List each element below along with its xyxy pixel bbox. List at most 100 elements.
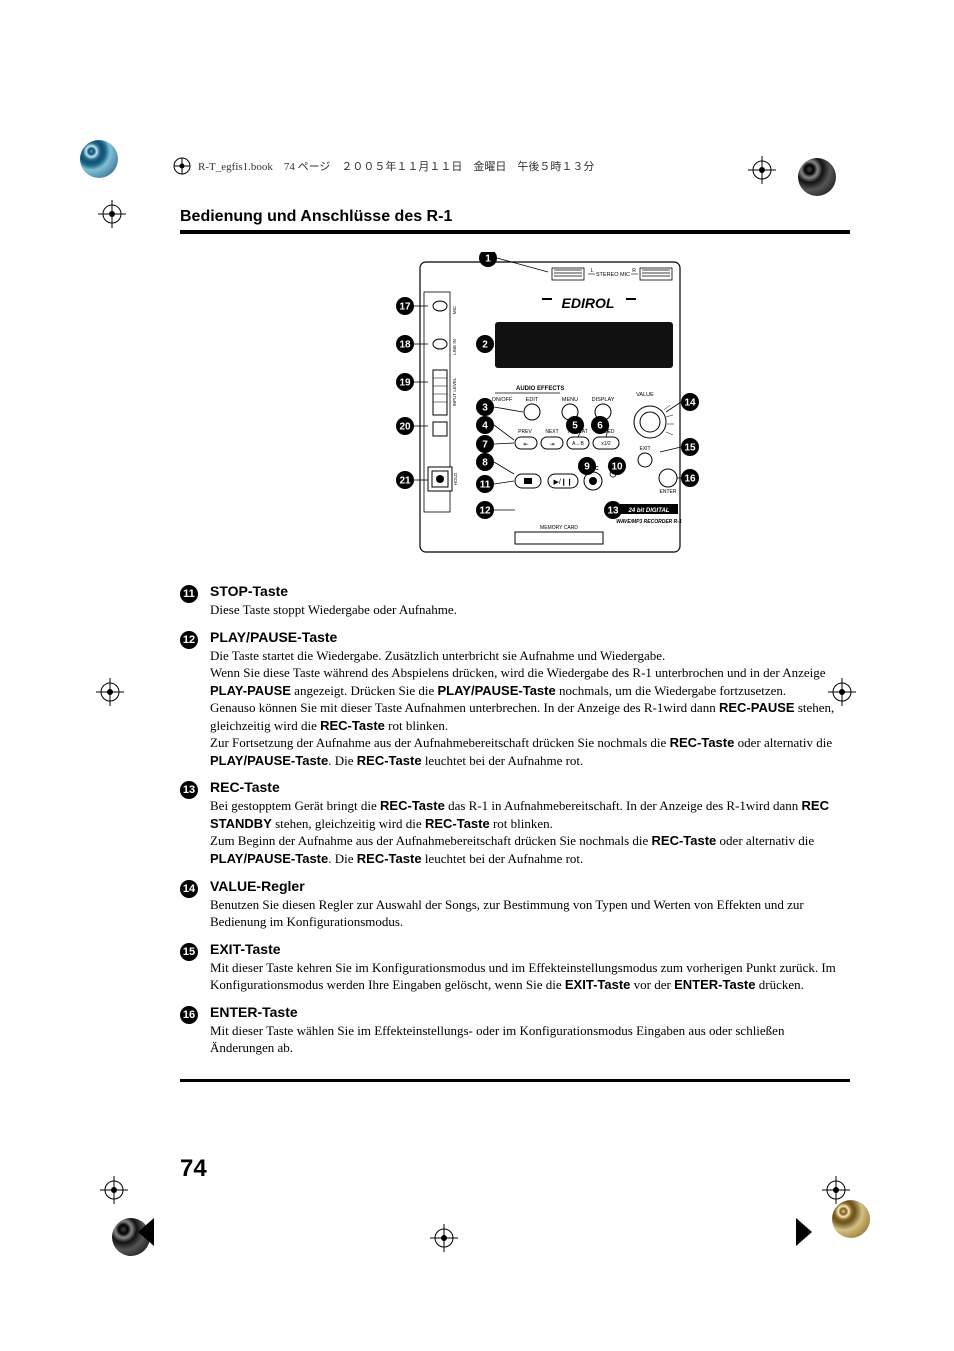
footer-rule <box>180 1079 850 1082</box>
section-title: Bedienung und Anschlüsse des R-1 <box>180 208 850 226</box>
bookinfo-line: R-T_egfis1.book 74 ページ ２００５年１１月１１日 金曜日 午… <box>172 156 850 176</box>
item-body: ENTER-Taste Mit dieser Taste wählen Sie i… <box>210 1004 850 1057</box>
item-badge: 11 <box>180 583 202 619</box>
callout-3: 3 <box>482 403 488 414</box>
svg-text:HOLD: HOLD <box>453 472 458 485</box>
lbl-badge1: 24 bit DIGITAL <box>628 508 670 514</box>
registration-bottom <box>430 1224 458 1252</box>
item-title: VALUE-Regler <box>210 878 850 894</box>
callout-8: 8 <box>482 458 488 469</box>
item-paragraph: Genauso können Sie mit dieser Taste Aufn… <box>210 699 850 734</box>
callout-4: 4 <box>482 421 488 432</box>
item-number: 12 <box>180 631 198 649</box>
item-title: STOP-Taste <box>210 583 850 599</box>
page-arrow-right <box>796 1218 812 1246</box>
item-badge: 15 <box>180 941 202 994</box>
item-paragraph: Zum Beginn der Aufnahme aus der Aufnahme… <box>210 832 850 867</box>
item-title: PLAY/PAUSE-Taste <box>210 629 850 645</box>
item-14: 14 VALUE-Regler Benutzen Sie diesen Regler… <box>180 878 850 931</box>
callout-6: 6 <box>597 421 603 432</box>
item-badge: 14 <box>180 878 202 931</box>
brand-text: EDIROL <box>562 295 615 311</box>
item-number: 14 <box>180 880 198 898</box>
callout-15: 15 <box>684 443 696 454</box>
lbl-enter: ENTER <box>660 489 677 495</box>
item-16: 16 ENTER-Taste Mit dieser Taste wählen Sie… <box>180 1004 850 1057</box>
item-number: 13 <box>180 781 198 799</box>
svg-text:⇥: ⇥ <box>549 442 554 448</box>
item-paragraph: Mit dieser Taste wählen Sie im Effektein… <box>210 1022 850 1057</box>
page-content: R-T_egfis1.book 74 ページ ２００５年１１月１１日 金曜日 午… <box>180 156 850 1082</box>
registration-right-2 <box>822 1176 850 1204</box>
lbl-display: DISPLAY <box>592 397 615 403</box>
page-number: 74 <box>180 1155 207 1183</box>
callout-5: 5 <box>572 421 578 432</box>
item-body: REC-Taste Bei gestopptem Gerät bringt die… <box>210 779 850 867</box>
lbl-memcard: MEMORY CARD <box>540 525 578 531</box>
bookinfo-text: R-T_egfis1.book 74 ページ ２００５年１１月１１日 金曜日 午… <box>198 158 594 174</box>
item-paragraph: Wenn Sie diese Taste während des Abspiel… <box>210 664 850 699</box>
callout-7: 7 <box>482 440 488 451</box>
callout-13: 13 <box>607 506 619 517</box>
item-15: 15 EXIT-Taste Mit dieser Taste kehren Sie … <box>180 941 850 994</box>
callout-17: 17 <box>399 302 411 313</box>
items-list: 11 STOP-Taste Diese Taste stoppt Wiedergab… <box>180 583 850 1057</box>
item-title: ENTER-Taste <box>210 1004 850 1020</box>
item-body: VALUE-Regler Benutzen Sie diesen Regler z… <box>210 878 850 931</box>
registration-left-2 <box>100 1176 128 1204</box>
title-rule <box>180 230 850 234</box>
lbl-exit: EXIT <box>639 446 650 452</box>
svg-text:MIC: MIC <box>452 305 457 314</box>
svg-text:INPUT LEVEL: INPUT LEVEL <box>452 377 457 406</box>
bookinfo-icon <box>172 156 192 176</box>
callout-21: 21 <box>399 476 411 487</box>
svg-text:⇤: ⇤ <box>523 442 528 448</box>
item-badge: 16 <box>180 1004 202 1057</box>
item-title: EXIT-Taste <box>210 941 850 957</box>
callout-20: 20 <box>399 422 411 433</box>
callout-14: 14 <box>684 398 696 409</box>
item-paragraph: Zur Fortsetzung der Aufnahme aus der Auf… <box>210 734 850 769</box>
lbl-ab: A↔B <box>572 441 584 447</box>
lbl-value: VALUE <box>636 392 654 398</box>
lbl-prev: PREV <box>518 429 532 435</box>
callout-19: 19 <box>399 378 411 389</box>
item-paragraph: Bei gestopptem Gerät bringt die REC-Tast… <box>210 797 850 832</box>
svg-text:L: L <box>591 268 594 274</box>
svg-text:R: R <box>632 268 636 274</box>
item-number: 16 <box>180 1006 198 1024</box>
callout-10: 10 <box>611 462 623 473</box>
callout-9: 9 <box>584 462 590 473</box>
item-body: PLAY/PAUSE-Taste Die Taste startet die Wi… <box>210 629 850 770</box>
item-13: 13 REC-Taste Bei gestopptem Gerät bringt d… <box>180 779 850 867</box>
lbl-menu: MENU <box>562 397 578 403</box>
item-paragraph: Die Taste startet die Wiedergabe. Zusätz… <box>210 647 850 665</box>
callout-11: 11 <box>480 480 491 491</box>
registration-tl-inner <box>98 200 126 228</box>
svg-text:LINE IN: LINE IN <box>452 339 457 355</box>
lbl-badge2: WAVE/MP3 RECORDER R-1 <box>616 519 682 525</box>
item-number: 11 <box>180 585 198 603</box>
item-paragraph: Benutzen Sie diesen Regler zur Auswahl d… <box>210 896 850 931</box>
item-paragraph: Diese Taste stoppt Wiedergabe oder Aufna… <box>210 601 850 619</box>
callout-1: 1 <box>485 254 491 265</box>
callout-16: 16 <box>684 474 696 485</box>
item-12: 12 PLAY/PAUSE-Taste Die Taste startet die … <box>180 629 850 770</box>
page-arrow-left <box>138 1218 154 1246</box>
registration-left <box>96 678 124 706</box>
item-paragraph: Mit dieser Taste kehren Sie im Konfigura… <box>210 959 850 994</box>
callout-12: 12 <box>479 506 491 517</box>
item-11: 11 STOP-Taste Diese Taste stoppt Wiedergab… <box>180 583 850 619</box>
callout-2: 2 <box>482 340 488 351</box>
callout-18: 18 <box>399 340 411 351</box>
item-body: STOP-Taste Diese Taste stoppt Wiedergabe … <box>210 583 850 619</box>
item-title: REC-Taste <box>210 779 850 795</box>
lbl-next: NEXT <box>545 429 558 435</box>
lbl-onoff: ON/OFF <box>492 397 513 403</box>
item-body: EXIT-Taste Mit dieser Taste kehren Sie im… <box>210 941 850 994</box>
svg-text:▶/❙❙: ▶/❙❙ <box>553 478 572 486</box>
color-disc-tl <box>80 140 118 178</box>
lbl-edit: EDIT <box>526 397 539 403</box>
item-number: 15 <box>180 943 198 961</box>
lbl-audio-effects: AUDIO EFFECTS <box>516 386 564 392</box>
